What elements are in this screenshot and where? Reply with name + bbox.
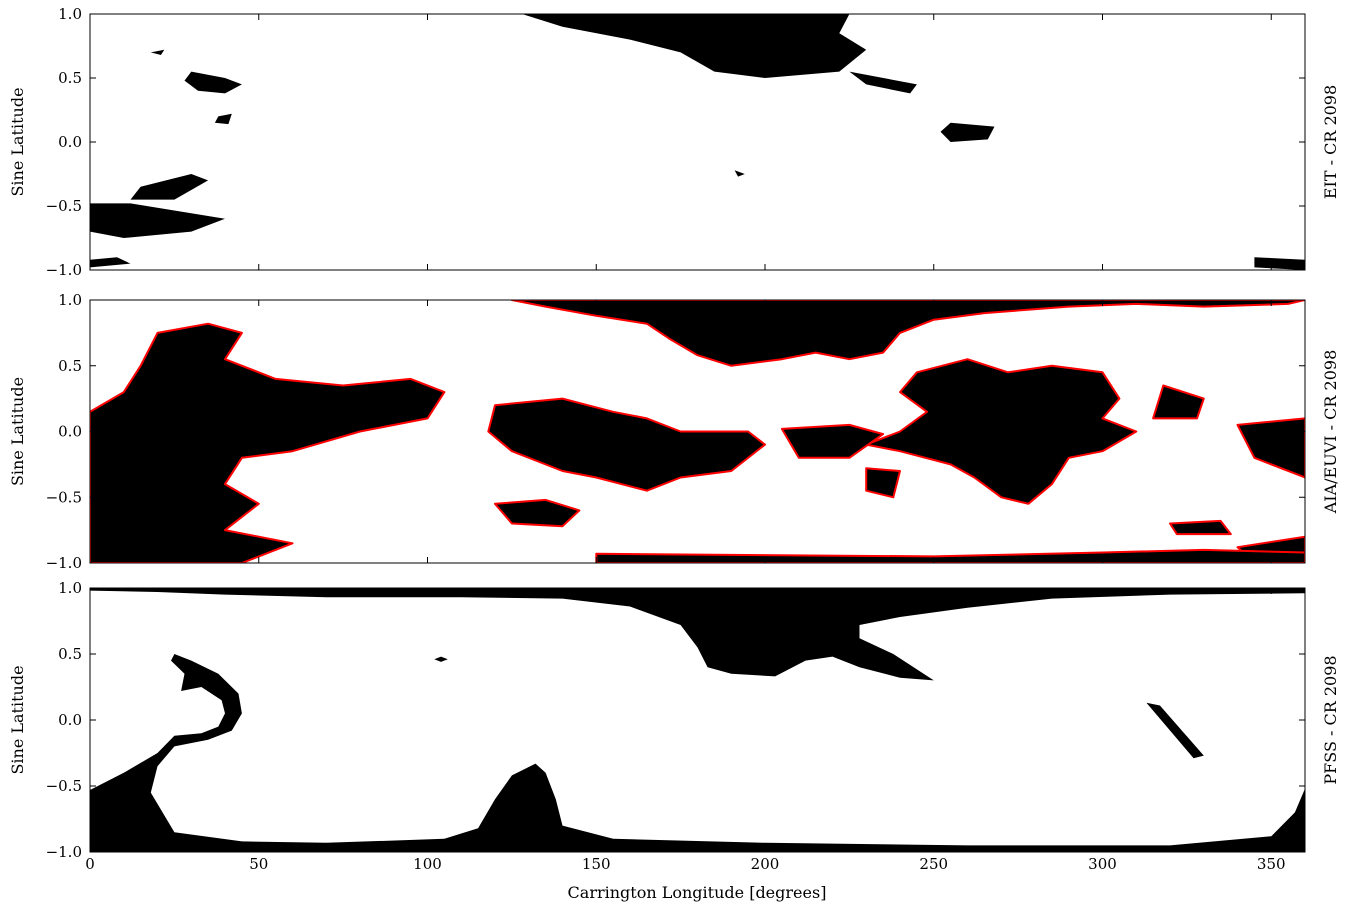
coronal-hole-region — [184, 71, 242, 94]
panel-side-label: EIT - CR 2098 — [1321, 85, 1340, 199]
x-tick-label: 250 — [919, 855, 948, 873]
y-axis-label: Sine Latitude — [8, 377, 27, 486]
panel-eit: 1.0 0.5 0.0 −0.5 −1.0 Sine Latitude EIT - CR 2… — [8, 5, 1340, 279]
x-axis-label: Carrington Longitude [degrees] — [568, 883, 827, 902]
y-tick-label: −1.0 — [46, 554, 82, 572]
coronal-hole-region — [522, 14, 867, 78]
y-tick-label: −1.0 — [46, 843, 82, 861]
y-tick-label: 1.0 — [58, 579, 82, 597]
y-tick-label: 0.5 — [58, 357, 82, 375]
y-tick-label: 0.5 — [58, 69, 82, 87]
panel-aia: 1.0 0.5 0.0 −0.5 −1.0 Sine Latitude AIA/EUVI -… — [8, 291, 1340, 572]
y-tick-label: 1.0 — [58, 291, 82, 309]
y-tick-label: −0.5 — [46, 197, 82, 215]
coronal-hole-region — [865, 358, 1138, 505]
coronal-hole-region — [734, 170, 745, 177]
panel-regions — [90, 14, 1305, 270]
y-tick-label: 0.5 — [58, 645, 82, 663]
x-tick-label: 50 — [249, 855, 268, 873]
coronal-hole-region — [130, 174, 209, 200]
x-tick-label: 300 — [1088, 855, 1117, 873]
panel-side-label: AIA/EUVI - CR 2098 — [1321, 350, 1340, 515]
x-tick-label: 150 — [582, 855, 611, 873]
coronal-hole-region — [940, 122, 995, 142]
coronal-hole-region — [1236, 417, 1305, 479]
y-tick-label: 0.0 — [58, 133, 82, 151]
coronal-hole-region — [487, 397, 766, 492]
coronal-hole-region — [1169, 519, 1232, 536]
y-tick-label: 0.0 — [58, 423, 82, 441]
coronal-hole-region — [494, 498, 581, 528]
coronal-hole-region — [150, 49, 165, 55]
coronal-hole-region — [434, 656, 448, 662]
y-tick-label: −1.0 — [46, 261, 82, 279]
y-tick-label: 1.0 — [58, 5, 82, 23]
coronal-hole-region — [90, 588, 1305, 681]
coronal-hole-region — [1254, 257, 1305, 270]
coronal-hole-region — [90, 257, 131, 268]
x-tick-label: 200 — [751, 855, 780, 873]
y-tick-label: −0.5 — [46, 488, 82, 506]
coronal-hole-region — [1146, 702, 1204, 759]
coronal-hole-region — [90, 203, 225, 238]
x-tick-label: 0 — [85, 855, 95, 873]
y-axis-label: Sine Latitude — [8, 87, 27, 196]
coronal-hole-region — [1152, 384, 1205, 420]
coronal-hole-region — [780, 423, 885, 459]
panels-group: 1.0 0.5 0.0 −0.5 −1.0 Sine Latitude EIT - CR 2… — [8, 5, 1340, 873]
coronal-hole-region — [865, 467, 901, 499]
coronal-hole-region — [90, 322, 446, 563]
coronal-hole-region — [849, 71, 917, 94]
coronal-hole-region — [214, 113, 232, 125]
y-tick-label: −0.5 — [46, 777, 82, 795]
coronal-hole-region — [510, 300, 1305, 367]
panel-side-label: PFSS - CR 2098 — [1321, 655, 1340, 784]
coronal-hole-region — [595, 548, 1305, 563]
panel-regions — [90, 300, 1305, 563]
coronal-hole-region — [90, 654, 1305, 852]
y-axis-label: Sine Latitude — [8, 665, 27, 774]
y-tick-label: 0.0 — [58, 711, 82, 729]
x-tick-label: 350 — [1257, 855, 1286, 873]
panel-regions — [90, 588, 1305, 852]
x-tick-label: 100 — [413, 855, 442, 873]
panel-pfss: 0 50 100 150 200 250 300 350 1.0 0.5 0.0 −0.5 −1.0 Si… — [8, 579, 1340, 873]
